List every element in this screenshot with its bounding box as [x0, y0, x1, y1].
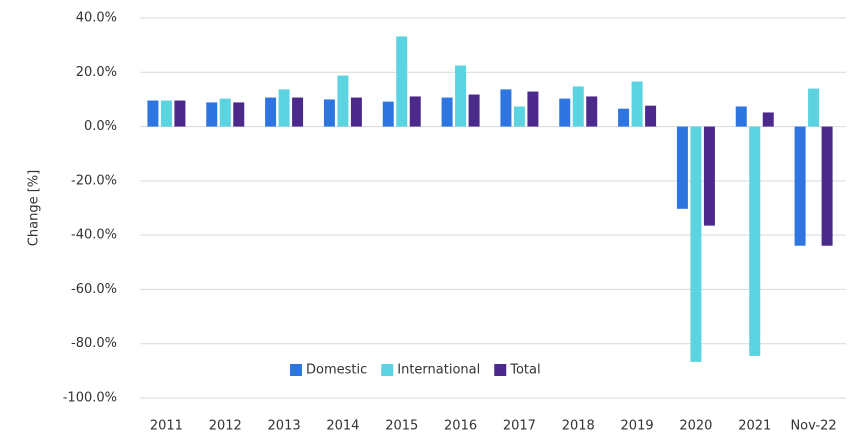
bar	[278, 89, 290, 127]
y-tick-label: 40.0%	[76, 11, 117, 26]
bar	[500, 89, 512, 127]
y-tick-label: -20.0%	[71, 173, 117, 188]
x-tick-label: 2013	[268, 419, 301, 434]
y-tick-label: -60.0%	[71, 282, 117, 297]
bar	[409, 96, 421, 127]
bar	[350, 97, 362, 127]
bar	[219, 98, 231, 127]
bar	[233, 102, 245, 127]
bar	[618, 108, 630, 127]
x-tick-label: Nov-22	[790, 419, 836, 434]
x-tick-label: 2019	[621, 419, 654, 434]
bar	[441, 97, 453, 127]
y-tick-label: -80.0%	[71, 336, 117, 351]
bar	[468, 94, 480, 127]
legend-label: Domestic	[306, 363, 367, 378]
bar	[337, 75, 349, 127]
x-tick-label: 2020	[679, 419, 712, 434]
bar	[631, 81, 643, 127]
legend-label: International	[397, 363, 480, 378]
bar	[265, 97, 277, 127]
bar	[174, 100, 186, 127]
bar	[292, 97, 304, 127]
bar	[821, 126, 833, 246]
bar	[323, 99, 335, 127]
bar	[382, 101, 394, 127]
bar	[808, 88, 820, 127]
y-tick-label: 20.0%	[76, 65, 117, 80]
bar	[572, 86, 584, 127]
y-tick-label: 0.0%	[84, 119, 117, 134]
y-axis-label: Change [%]	[27, 170, 42, 246]
bar	[762, 112, 774, 127]
legend-label: Total	[509, 363, 540, 378]
x-tick-label: 2016	[444, 419, 477, 434]
x-tick-label: 2018	[562, 419, 595, 434]
x-tick-label: 2014	[326, 419, 359, 434]
y-tick-label: -40.0%	[71, 228, 117, 243]
bar	[794, 126, 806, 246]
bar	[586, 96, 598, 127]
bar	[206, 102, 218, 127]
legend-swatch	[494, 364, 507, 376]
bar	[749, 126, 761, 356]
bar	[527, 91, 539, 127]
y-tick-label: -100.0%	[63, 391, 117, 406]
x-tick-label: 2021	[738, 419, 771, 434]
bar	[735, 106, 747, 127]
bar	[455, 65, 467, 127]
bar	[690, 126, 702, 362]
bar	[559, 98, 571, 127]
x-tick-label: 2017	[503, 419, 536, 434]
legend-swatch	[290, 364, 302, 376]
bar	[645, 105, 657, 127]
bar	[703, 126, 715, 226]
x-tick-label: 2012	[209, 419, 242, 434]
x-tick-label: 2011	[150, 419, 183, 434]
bar	[160, 100, 172, 127]
x-tick-label: 2015	[385, 419, 418, 434]
bar	[147, 100, 159, 127]
legend-swatch	[381, 364, 394, 376]
bar	[513, 106, 525, 127]
bar	[396, 36, 408, 127]
bar	[676, 126, 688, 209]
